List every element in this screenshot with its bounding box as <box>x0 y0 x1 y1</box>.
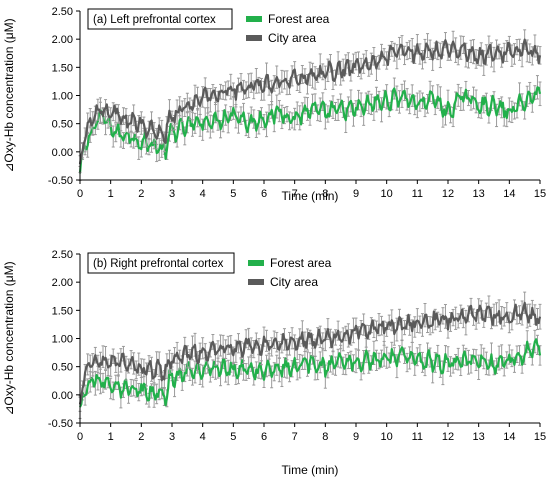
x-tick-label: 12 <box>442 188 454 200</box>
x-tick-label: 11 <box>412 188 423 200</box>
x-tick-label: 3 <box>169 431 175 443</box>
chart-panel-a: -0.500.000.501.001.502.002.500 1 2 3 4 5 6 7 8 9 1… <box>2 6 546 203</box>
x-tick-label: 8 <box>322 188 328 200</box>
x-tick-label: 11 <box>412 431 423 443</box>
series-line <box>78 86 542 174</box>
y-tick-label: 2.50 <box>52 6 73 18</box>
y-tick-label: -0.50 <box>48 418 73 430</box>
x-tick-label: 15 <box>534 188 546 200</box>
x-tick-label: 1 <box>108 188 114 200</box>
y-tick-label: 1.00 <box>52 334 73 346</box>
x-axis-title: Time (min) <box>282 463 339 477</box>
y-tick-label: 1.50 <box>52 62 73 74</box>
y-tick-label: 0.00 <box>52 147 73 159</box>
series-city-area <box>78 29 542 173</box>
x-tick-label: 7 <box>292 431 298 443</box>
y-tick-label: 2.50 <box>52 249 73 261</box>
x-tick-label: 13 <box>473 431 485 443</box>
y-tick-label: 0.00 <box>52 390 73 402</box>
x-tick-label: 9 <box>353 188 359 200</box>
series-city-area <box>78 291 542 412</box>
x-tick-label: 10 <box>381 431 393 443</box>
series-line <box>78 38 542 165</box>
x-tick-label: 3 <box>169 188 175 200</box>
x-tick-label: 13 <box>473 188 485 200</box>
legend-label: Forest area <box>268 12 330 26</box>
legend: Forest area City area <box>246 12 330 45</box>
legend-swatch <box>248 260 264 266</box>
x-tick-label: 5 <box>230 431 236 443</box>
x-tick-label: 12 <box>442 431 454 443</box>
legend: Forest area City area <box>248 256 332 289</box>
x-tick-label: 4 <box>200 188 206 200</box>
x-tick-label: 1 <box>108 431 114 443</box>
series-line <box>78 338 542 408</box>
legend-label: City area <box>268 31 316 45</box>
x-tick-label: 5 <box>230 188 236 200</box>
x-tick-label: 4 <box>200 431 206 443</box>
x-axis-title: Time (min) <box>282 189 339 203</box>
y-tick-label: 1.00 <box>52 91 73 103</box>
y-tick-label: 0.50 <box>52 119 73 131</box>
panel-label: (b) Right prefrontal cortex <box>93 258 224 270</box>
y-tick-label: 2.00 <box>52 277 73 289</box>
x-tick-label: 7 <box>292 188 298 200</box>
legend-swatch <box>248 279 264 285</box>
x-tick-label: 15 <box>534 431 546 443</box>
x-tick-label: 2 <box>138 431 144 443</box>
x-tick-label: 10 <box>381 188 393 200</box>
y-tick-label: -0.50 <box>48 175 73 187</box>
x-tick-label: 0 <box>77 431 83 443</box>
x-tick-label: 6 <box>261 188 267 200</box>
x-tick-label: 6 <box>261 431 267 443</box>
series-line <box>78 301 542 405</box>
legend-swatch <box>246 16 262 22</box>
panel-label: (a) Left prefrontal cortex <box>93 14 216 26</box>
x-tick-label: 8 <box>322 431 328 443</box>
legend-swatch <box>246 35 262 41</box>
y-tick-label: 0.50 <box>52 362 73 374</box>
x-tick-label: 9 <box>353 431 359 443</box>
series-forest-area <box>78 75 542 181</box>
legend-label: City area <box>270 275 318 289</box>
x-tick-label: 0 <box>77 188 83 200</box>
x-tick-label: 14 <box>503 431 515 443</box>
y-tick-label: 2.00 <box>52 34 73 46</box>
panel-label-box <box>87 8 233 30</box>
x-tick-label: 14 <box>503 188 515 200</box>
y-axis-title: ⊿Oxy-Hb concentration (μM) <box>2 261 16 415</box>
panel-label-box <box>87 252 235 274</box>
legend-label: Forest area <box>270 256 332 270</box>
error-bars <box>78 75 542 181</box>
y-tick-label: 1.50 <box>52 305 73 317</box>
chart-panel-b: -0.500.000.501.001.502.002.500 1 2 3 4 5 6 7 8 9 1… <box>2 249 546 477</box>
x-tick-label: 2 <box>138 188 144 200</box>
y-axis-title: ⊿Oxy-Hb concentration (μM) <box>2 18 16 172</box>
